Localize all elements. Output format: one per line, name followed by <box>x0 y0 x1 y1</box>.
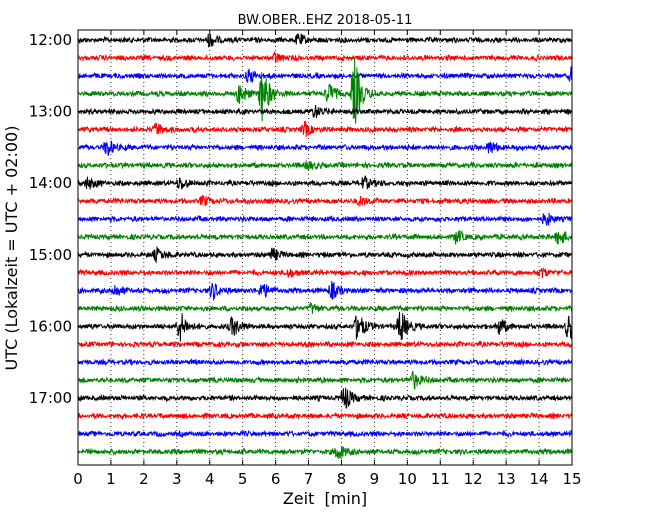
seismogram-trace <box>77 246 573 264</box>
y-tick-label: 14:00 <box>29 174 72 192</box>
x-tick-label: 10 <box>398 470 417 488</box>
seismogram-trace <box>77 230 573 245</box>
axis-ticks <box>77 30 573 465</box>
y-tick-label: 12:00 <box>29 31 72 49</box>
seismogram-trace <box>77 66 573 84</box>
seismogram-trace <box>77 357 573 367</box>
x-tick-label: 7 <box>304 470 314 488</box>
seismogram-trace <box>77 445 573 459</box>
x-axis-label: Zeit [min] <box>283 489 367 508</box>
seismogram-trace <box>77 159 573 171</box>
x-tick-label: 3 <box>172 470 182 488</box>
trace-group <box>77 33 573 459</box>
x-tick-label: 13 <box>497 470 516 488</box>
x-tick-label: 0 <box>73 470 83 488</box>
x-tick-label: 15 <box>562 470 581 488</box>
seismogram-trace <box>77 339 573 349</box>
x-tick-label: 1 <box>106 470 116 488</box>
seismogram-trace <box>77 213 573 226</box>
vertical-grid <box>110 30 540 465</box>
seismogram-trace <box>77 140 573 156</box>
seismogram-trace <box>77 387 573 409</box>
plot-frame <box>77 29 573 466</box>
y-axis-label: UTC (Lokalzeit = UTC + 02:00) <box>2 126 21 371</box>
x-tick-label: 2 <box>139 470 149 488</box>
x-tick-label: 5 <box>238 470 248 488</box>
seismogram-trace <box>77 411 573 420</box>
x-tick-labels: 0 1 2 3 4 5 6 7 8 9 10 11 12 13 14 15 <box>73 470 581 488</box>
y-tick-labels: 12:00 13:00 14:00 15:00 16:00 17:00 <box>29 31 72 407</box>
x-tick-label: 14 <box>530 470 549 488</box>
x-tick-label: 8 <box>337 470 347 488</box>
y-tick-label: 13:00 <box>29 103 72 121</box>
seismogram-trace <box>77 311 573 342</box>
seismogram-trace <box>77 104 573 119</box>
y-tick-label: 17:00 <box>29 389 72 407</box>
seismogram-trace <box>77 120 573 137</box>
seismogram-trace <box>77 33 573 48</box>
x-tick-label: 12 <box>464 470 483 488</box>
seismogram-trace <box>77 280 573 301</box>
seismogram-trace <box>77 266 573 279</box>
x-tick-label: 11 <box>431 470 450 488</box>
seismogram-trace <box>77 50 573 63</box>
seismogram-trace <box>77 194 573 207</box>
seismogram-trace <box>77 370 573 391</box>
seismogram-trace <box>77 429 573 439</box>
chart-title: BW.OBER..EHZ 2018-05-11 <box>238 13 413 28</box>
seismogram-trace <box>77 301 573 314</box>
y-tick-label: 16:00 <box>29 317 72 335</box>
y-tick-label: 15:00 <box>29 246 72 264</box>
x-tick-label: 6 <box>271 470 281 488</box>
x-tick-label: 9 <box>370 470 380 488</box>
seismogram-trace <box>77 57 573 124</box>
seismogram-trace <box>77 175 573 190</box>
x-tick-label: 4 <box>205 470 215 488</box>
